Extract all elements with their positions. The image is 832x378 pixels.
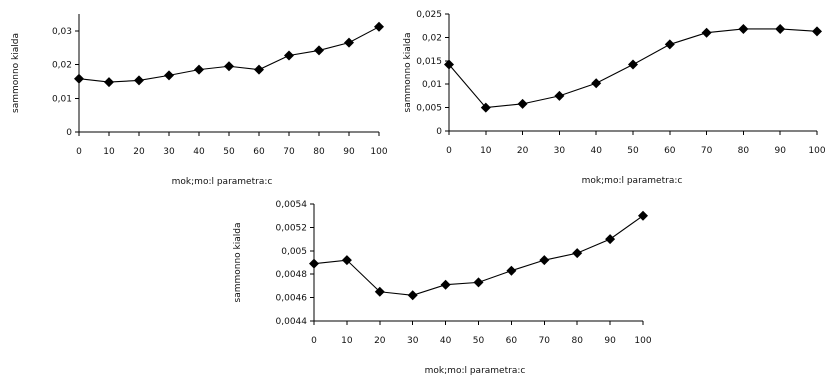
y-axis-label: sammonno kialda <box>11 33 21 113</box>
x-tick-label: 70 <box>539 336 551 346</box>
data-point <box>309 258 319 269</box>
y-tick-label: 0,03 <box>52 27 72 37</box>
x-tick-label: 80 <box>738 146 750 156</box>
y-tick-label: 0,005 <box>281 247 307 257</box>
data-point <box>444 59 454 70</box>
y-tick-label: 0,0054 <box>276 200 308 210</box>
data-point <box>374 21 384 32</box>
y-tick-label: 0,01 <box>52 94 72 104</box>
x-tick-label: 70 <box>701 146 713 156</box>
y-tick-label: 0,015 <box>416 57 442 67</box>
data-point <box>284 50 294 61</box>
data-point <box>407 290 418 301</box>
x-tick-label: 100 <box>634 336 651 346</box>
x-tick-label: 80 <box>313 147 325 157</box>
data-point <box>74 73 84 84</box>
data-point <box>775 23 786 34</box>
data-point <box>344 37 354 48</box>
x-tick-label: 90 <box>774 146 786 156</box>
y-tick-label: 0,025 <box>416 10 442 20</box>
x-tick-label: 40 <box>590 146 602 156</box>
x-tick-label: 20 <box>133 147 145 157</box>
y-axis-label: sammonno kialda <box>233 223 243 303</box>
data-point <box>224 61 234 72</box>
x-tick-label: 90 <box>343 147 355 157</box>
data-point <box>104 77 114 88</box>
x-tick-label: 0 <box>311 336 317 346</box>
data-point <box>638 210 648 221</box>
y-tick-label: 0,0044 <box>276 317 308 327</box>
y-tick-label: 0,005 <box>416 104 442 114</box>
x-tick-label: 10 <box>103 147 115 157</box>
y-axis-label: sammonno kialda <box>403 33 413 113</box>
series-line <box>78 26 380 83</box>
data-point <box>572 248 583 259</box>
data-point <box>664 39 675 50</box>
y-tick-label: 0,02 <box>52 61 72 71</box>
data-point <box>341 255 352 266</box>
y-tick-label: 0,01 <box>422 80 442 90</box>
x-tick-label: 70 <box>283 147 295 157</box>
y-tick-label: 0,0052 <box>276 223 308 233</box>
x-tick-label: 50 <box>627 146 639 156</box>
chart-3: 0,0044 0,0046 0,0048 0,005 0,0052 0,0054 0 10 20… <box>233 200 652 376</box>
data-point <box>812 26 822 37</box>
data-point <box>314 45 324 56</box>
x-tick-label: 90 <box>604 336 616 346</box>
chart-2: 0 0,005 0,01 0,015 0,02 0,025 0 10 20 30 40 50 60 70 8… <box>403 10 826 186</box>
data-point <box>194 64 204 75</box>
data-point <box>506 265 517 276</box>
x-tick-label: 30 <box>407 336 419 346</box>
x-tick-label: 50 <box>473 336 485 346</box>
data-point <box>539 255 550 266</box>
data-point <box>480 102 491 113</box>
data-point <box>628 59 638 70</box>
data-point <box>374 286 385 297</box>
data-point <box>164 70 174 81</box>
x-tick-label: 80 <box>571 336 583 346</box>
x-tick-label: 20 <box>517 146 529 156</box>
x-axis-label: mok;mo:l parametra:c <box>172 177 273 187</box>
x-tick-label: 60 <box>664 146 676 156</box>
y-tick-label: 0,0048 <box>276 270 308 280</box>
chart-1: 0 0,01 0,02 0,03 0 10 20 30 40 50 60 70 80 90 100 mok;m… <box>11 14 388 187</box>
data-point <box>440 279 451 290</box>
x-tick-label: 30 <box>554 146 566 156</box>
x-axis-label: mok;mo:l parametra:c <box>425 366 526 376</box>
x-tick-label: 40 <box>193 147 205 157</box>
x-tick-label: 100 <box>808 146 825 156</box>
x-tick-label: 0 <box>76 147 82 157</box>
data-point <box>134 75 144 86</box>
data-point <box>473 277 484 288</box>
x-tick-label: 20 <box>374 336 386 346</box>
y-tick-label: 0 <box>66 128 72 138</box>
x-tick-label: 50 <box>223 147 235 157</box>
x-tick-label: 60 <box>506 336 518 346</box>
x-axis-label: mok;mo:l parametra:c <box>582 176 683 186</box>
x-tick-label: 30 <box>163 147 175 157</box>
data-point <box>517 98 528 109</box>
x-tick-label: 10 <box>480 146 492 156</box>
data-point <box>605 234 616 245</box>
x-tick-label: 60 <box>253 147 265 157</box>
x-tick-label: 40 <box>440 336 452 346</box>
x-tick-label: 0 <box>446 146 452 156</box>
y-tick-label: 0,0046 <box>276 294 308 304</box>
x-tick-label: 10 <box>341 336 353 346</box>
data-point <box>254 64 264 75</box>
data-point <box>591 78 602 89</box>
y-tick-label: 0,02 <box>422 33 442 43</box>
y-tick-label: 0 <box>436 127 442 137</box>
data-point <box>738 23 749 34</box>
data-point <box>701 27 712 38</box>
x-tick-label: 100 <box>370 147 387 157</box>
data-point <box>554 90 565 101</box>
